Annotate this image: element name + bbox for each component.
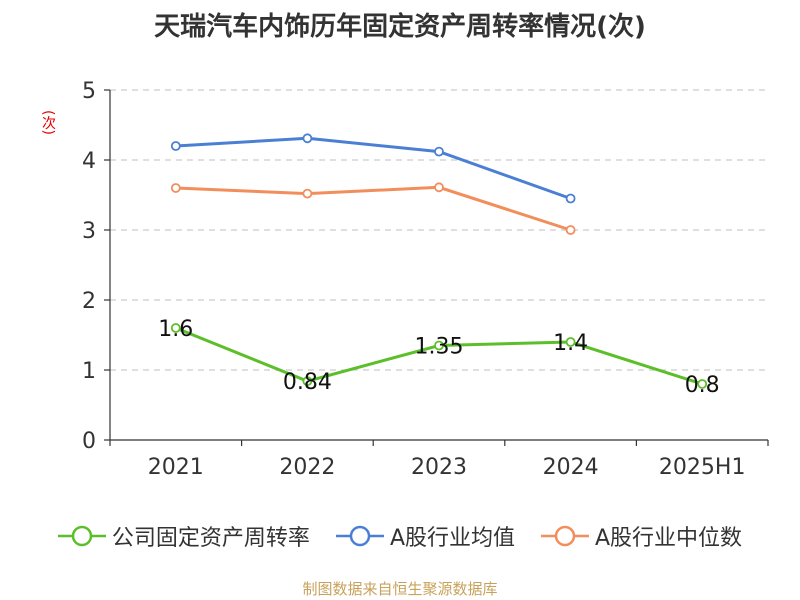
data-point [302,133,313,144]
legend-item[interactable]: A股行业均值 [335,520,515,552]
data-point [434,340,444,351]
y-tick-label: 4 [82,149,96,174]
y-tick-label: 0 [82,429,96,454]
legend-label: A股行业均值 [389,526,515,551]
data-point [302,188,313,199]
data-label: 1.6 [158,317,193,342]
series-line-2 [175,185,572,232]
legend: 公司固定资产周转率 A股行业均值 A股行业中位数 [0,520,800,552]
x-tick-label: 2023 [411,455,467,480]
series-line-1 [175,136,572,200]
chart-title: 天瑞汽车内饰历年固定资产周转率情况(次) [154,12,646,42]
y-tick-label: 3 [82,219,96,244]
x-tick-label: 2025H1 [659,455,746,480]
legend-label: A股行业中位数 [595,526,743,551]
x-tick-label: 2021 [148,455,204,480]
x-tick-label: 2022 [279,455,335,480]
legend-item[interactable]: A股行业中位数 [541,520,742,552]
data-point [170,323,181,333]
x-tick-label: 2024 [543,455,599,480]
data-point [434,182,444,193]
legend-swatch-icon [335,525,384,547]
data-point [170,183,181,193]
legend-swatch-icon [57,525,106,547]
data-point [302,376,313,387]
data-point [170,141,181,151]
data-label: 0.84 [283,370,332,395]
data-label: 1.35 [415,335,464,360]
y-tick-label: 1 [82,359,96,384]
data-point [565,225,576,235]
data-point [434,146,444,157]
data-point [697,379,708,389]
source-note: 制图数据来自恒生聚源数据库 [302,580,498,598]
legend-item[interactable]: 公司固定资产周转率 [57,520,310,552]
y-axis-label: (次) [40,110,56,135]
data-label: 1.4 [553,331,588,356]
legend-label: 公司固定资产周转率 [111,526,310,551]
data-point [565,337,576,347]
data-point [565,193,576,204]
y-tick-label: 5 [82,79,96,104]
legend-swatch-icon [541,525,589,547]
data-label: 0.8 [685,373,720,398]
y-tick-label: 2 [82,289,96,314]
